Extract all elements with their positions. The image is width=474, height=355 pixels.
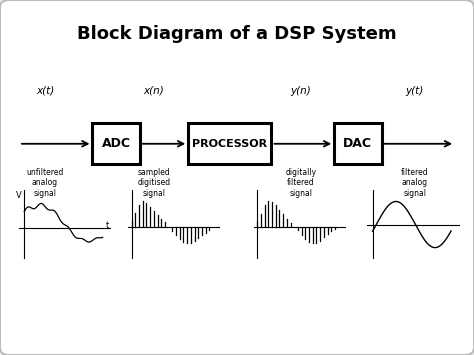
Text: V: V <box>17 191 22 200</box>
Text: sampled
digitised
signal: sampled digitised signal <box>137 168 171 198</box>
Text: filtered
analog
signal: filtered analog signal <box>401 168 428 198</box>
Text: PROCESSOR: PROCESSOR <box>192 139 267 149</box>
FancyBboxPatch shape <box>188 124 271 164</box>
Text: x(t): x(t) <box>36 86 54 95</box>
FancyBboxPatch shape <box>334 124 382 164</box>
FancyBboxPatch shape <box>92 124 140 164</box>
Text: Block Diagram of a DSP System: Block Diagram of a DSP System <box>77 25 397 43</box>
Text: digitally
filtered
signal: digitally filtered signal <box>285 168 317 198</box>
Text: y(t): y(t) <box>406 86 424 95</box>
Text: unfiltered
analog
signal: unfiltered analog signal <box>27 168 64 198</box>
Text: y(n): y(n) <box>291 86 311 95</box>
Text: ADC: ADC <box>101 137 131 150</box>
Text: t: t <box>106 221 109 230</box>
Text: DAC: DAC <box>343 137 373 150</box>
Text: x(n): x(n) <box>144 86 164 95</box>
